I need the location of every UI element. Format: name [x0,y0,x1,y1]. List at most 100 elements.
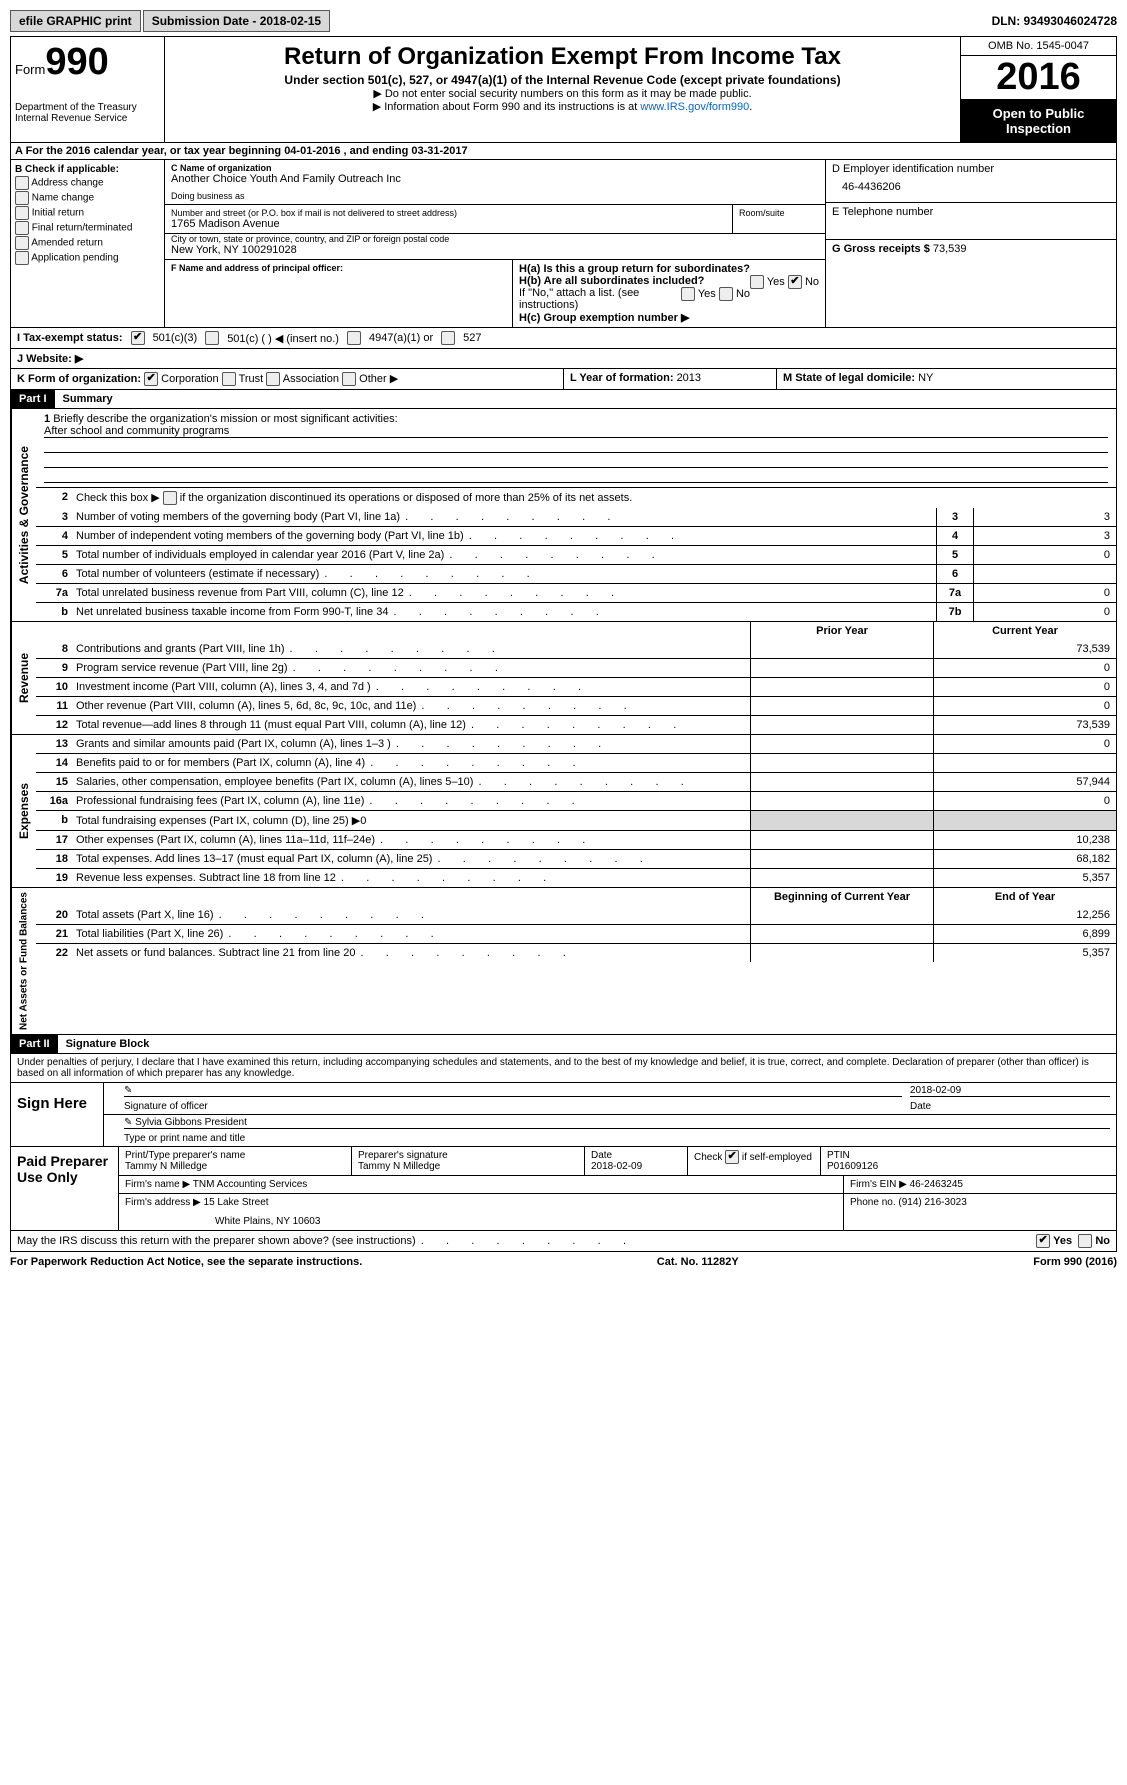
footer-right: Form 990 (2016) [1033,1256,1117,1268]
cb-address[interactable]: Address change [15,176,160,190]
row-j: J Website: ▶ [10,349,1117,369]
mission-text: After school and community programs [44,425,1108,438]
dln-text: DLN: 93493046024728 [992,14,1117,28]
table-row: 3 Number of voting members of the govern… [36,508,1116,526]
cb-assoc[interactable] [266,372,280,386]
col-d: D Employer identification number 46-4436… [825,160,1116,327]
cb-amended[interactable]: Amended return [15,236,160,250]
row-k: K Form of organization: Corporation Trus… [10,369,1117,390]
j-label: J Website: ▶ [17,352,83,365]
current-year-label: Current Year [933,622,1116,640]
sign-date: 2018-02-09 [910,1085,1110,1097]
footer-mid: Cat. No. 11282Y [657,1256,739,1268]
cb-501c[interactable] [205,331,219,345]
form-title: Return of Organization Exempt From Incom… [169,43,956,71]
mission-block: 1 Briefly describe the organization's mi… [36,409,1116,487]
footer-left: For Paperwork Reduction Act Notice, see … [10,1256,362,1268]
table-row: 21 Total liabilities (Part X, line 26) 6… [36,924,1116,943]
gross-value: 73,539 [933,243,967,255]
cb-discontinued[interactable] [163,491,177,505]
section-bcd: B Check if applicable: Address change Na… [10,160,1117,328]
type-name-label: Type or print name and title [104,1131,1116,1146]
tel-label: E Telephone number [832,206,1110,218]
officer-label: F Name and address of principal officer: [171,263,512,273]
ein-label: D Employer identification number [832,163,1110,175]
prep-sig-label: Preparer's signature [358,1150,578,1161]
expenses-block: Expenses 13 Grants and similar amounts p… [10,735,1117,888]
open-inspection: Open to Public Inspection [961,100,1116,142]
org-addr: 1765 Madison Avenue [171,218,726,230]
rev-header: Prior Year Current Year [36,622,1116,640]
table-row: 20 Total assets (Part X, line 16) 12,256 [36,906,1116,924]
table-row: 5 Total number of individuals employed i… [36,545,1116,564]
firm-name: TNM Accounting Services [193,1179,308,1190]
b-title: B Check if applicable: [15,164,160,175]
org-name-label: C Name of organization [171,163,819,173]
i-label: I Tax-exempt status: [17,332,123,344]
part2-label: Part II [11,1035,58,1053]
cb-4947[interactable] [347,331,361,345]
penalties-text: Under penalties of perjury, I declare th… [10,1054,1117,1083]
submission-btn[interactable]: Submission Date - 2018-02-15 [143,10,330,32]
efile-btn[interactable]: efile GRAPHIC print [10,10,141,32]
table-row: 4 Number of independent voting members o… [36,526,1116,545]
l1-desc: Briefly describe the organization's miss… [53,413,397,425]
form-id-box: Form990 Department of the Treasury Inter… [11,37,165,142]
cb-501c3[interactable] [131,331,145,345]
dba-label: Doing business as [171,191,819,201]
firm-phone-label: Phone no. [850,1197,898,1208]
row-i: I Tax-exempt status: 501(c)(3) 501(c) ( … [10,328,1117,349]
prep-print-label: Print/Type preparer's name [125,1150,345,1161]
omb-number: OMB No. 1545-0047 [961,37,1116,56]
officer-cell: F Name and address of principal officer:… [165,260,825,327]
sig-officer-label: Signature of officer [124,1101,902,1112]
dept-treasury: Department of the Treasury [15,102,160,113]
ein-value: 46-4436206 [832,175,1110,199]
l-year: L Year of formation: 2013 [564,369,777,389]
cb-self-employed[interactable] [725,1150,739,1164]
table-row: b Net unrelated business taxable income … [36,602,1116,621]
table-row: 19 Revenue less expenses. Subtract line … [36,868,1116,887]
table-row: 22 Net assets or fund balances. Subtract… [36,943,1116,962]
col-c: C Name of organization Another Choice Yo… [165,160,825,327]
cb-corp[interactable] [144,372,158,386]
part1-label: Part I [11,390,55,408]
line-2: 2Check this box ▶ if the organization di… [36,487,1116,508]
cb-initial[interactable]: Initial return [15,206,160,220]
cb-discuss-no[interactable] [1078,1234,1092,1248]
hint-info-pre: ▶ Information about Form 990 and its ins… [373,101,641,113]
cb-pending[interactable]: Application pending [15,251,160,265]
table-row: 6 Total number of volunteers (estimate i… [36,564,1116,583]
cb-final[interactable]: Final return/terminated [15,221,160,235]
side-governance: Activities & Governance [11,409,36,621]
governance-block: Activities & Governance 1 Briefly descri… [10,409,1117,622]
begin-year-label: Beginning of Current Year [750,888,933,906]
part1-title: Summary [55,390,121,408]
dept-irs: Internal Revenue Service [15,113,160,124]
cb-discuss-yes[interactable] [1036,1234,1050,1248]
cb-trust[interactable] [222,372,236,386]
table-row: 16a Professional fundraising fees (Part … [36,791,1116,810]
topbar: efile GRAPHIC print Submission Date - 20… [10,10,1117,32]
irs-link[interactable]: www.IRS.gov/form990 [640,101,749,113]
addr-cell: Number and street (or P.O. box if mail i… [165,205,825,260]
side-expenses: Expenses [11,735,36,887]
table-row: 13 Grants and similar amounts paid (Part… [36,735,1116,753]
prep-print-name: Tammy N Milledge [125,1161,345,1172]
m-state: M State of legal domicile: NY [777,369,1116,389]
ptin-value: P01609126 [827,1161,1110,1172]
table-row: 10 Investment income (Part VIII, column … [36,677,1116,696]
org-name: Another Choice Youth And Family Outreach… [171,173,819,185]
sign-section: Sign Here ✎ 2018-02-09 Signature of offi… [10,1083,1117,1147]
org-name-cell: C Name of organization Another Choice Yo… [165,160,825,205]
ptin-label: PTIN [827,1150,1110,1161]
cb-other[interactable] [342,372,356,386]
cb-name[interactable]: Name change [15,191,160,205]
part2-title: Signature Block [58,1035,158,1053]
cb-527[interactable] [441,331,455,345]
part1-header: Part I Summary [10,390,1117,409]
sig-date-label: Date [910,1101,1110,1112]
hint-info: ▶ Information about Form 990 and its ins… [169,100,956,113]
title-box: Return of Organization Exempt From Incom… [165,37,960,142]
end-year-label: End of Year [933,888,1116,906]
